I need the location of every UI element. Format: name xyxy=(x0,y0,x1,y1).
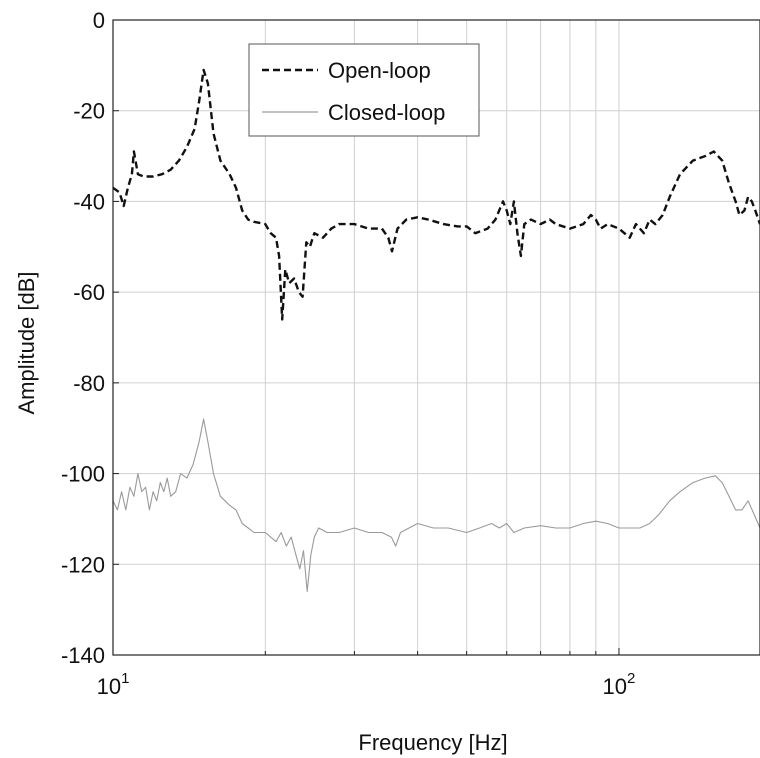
legend-label-open-loop: Open-loop xyxy=(328,58,431,83)
y-axis-ticks: 0 -20 -40 -60 -80 -100 -120 -140 xyxy=(61,8,119,668)
y-tick-label: -20 xyxy=(73,99,105,124)
y-axis-title: Amplitude [dB] xyxy=(14,271,39,414)
legend: Open-loop Closed-loop xyxy=(248,43,480,137)
y-tick-label: -100 xyxy=(61,462,105,487)
series-layer xyxy=(112,68,760,593)
series-line-open-loop xyxy=(112,68,760,321)
y-tick-label: -60 xyxy=(73,280,105,305)
plot-frame xyxy=(112,19,760,656)
y-tick-label: 0 xyxy=(93,8,105,33)
series-line-closed-loop xyxy=(112,418,760,593)
legend-box xyxy=(248,43,480,137)
y-tick-label: -120 xyxy=(61,552,105,577)
x-tick-label: 101 xyxy=(97,670,130,699)
y-tick-label: -80 xyxy=(73,371,105,396)
legend-label-closed-loop: Closed-loop xyxy=(328,100,445,125)
x-tick-label: 102 xyxy=(603,670,636,699)
y-tick-label: -140 xyxy=(61,643,105,668)
x-axis-title: Frequency [Hz] xyxy=(358,730,507,755)
y-tick-label: -40 xyxy=(73,189,105,214)
x-axis-ticks: 101 102 xyxy=(97,648,636,699)
